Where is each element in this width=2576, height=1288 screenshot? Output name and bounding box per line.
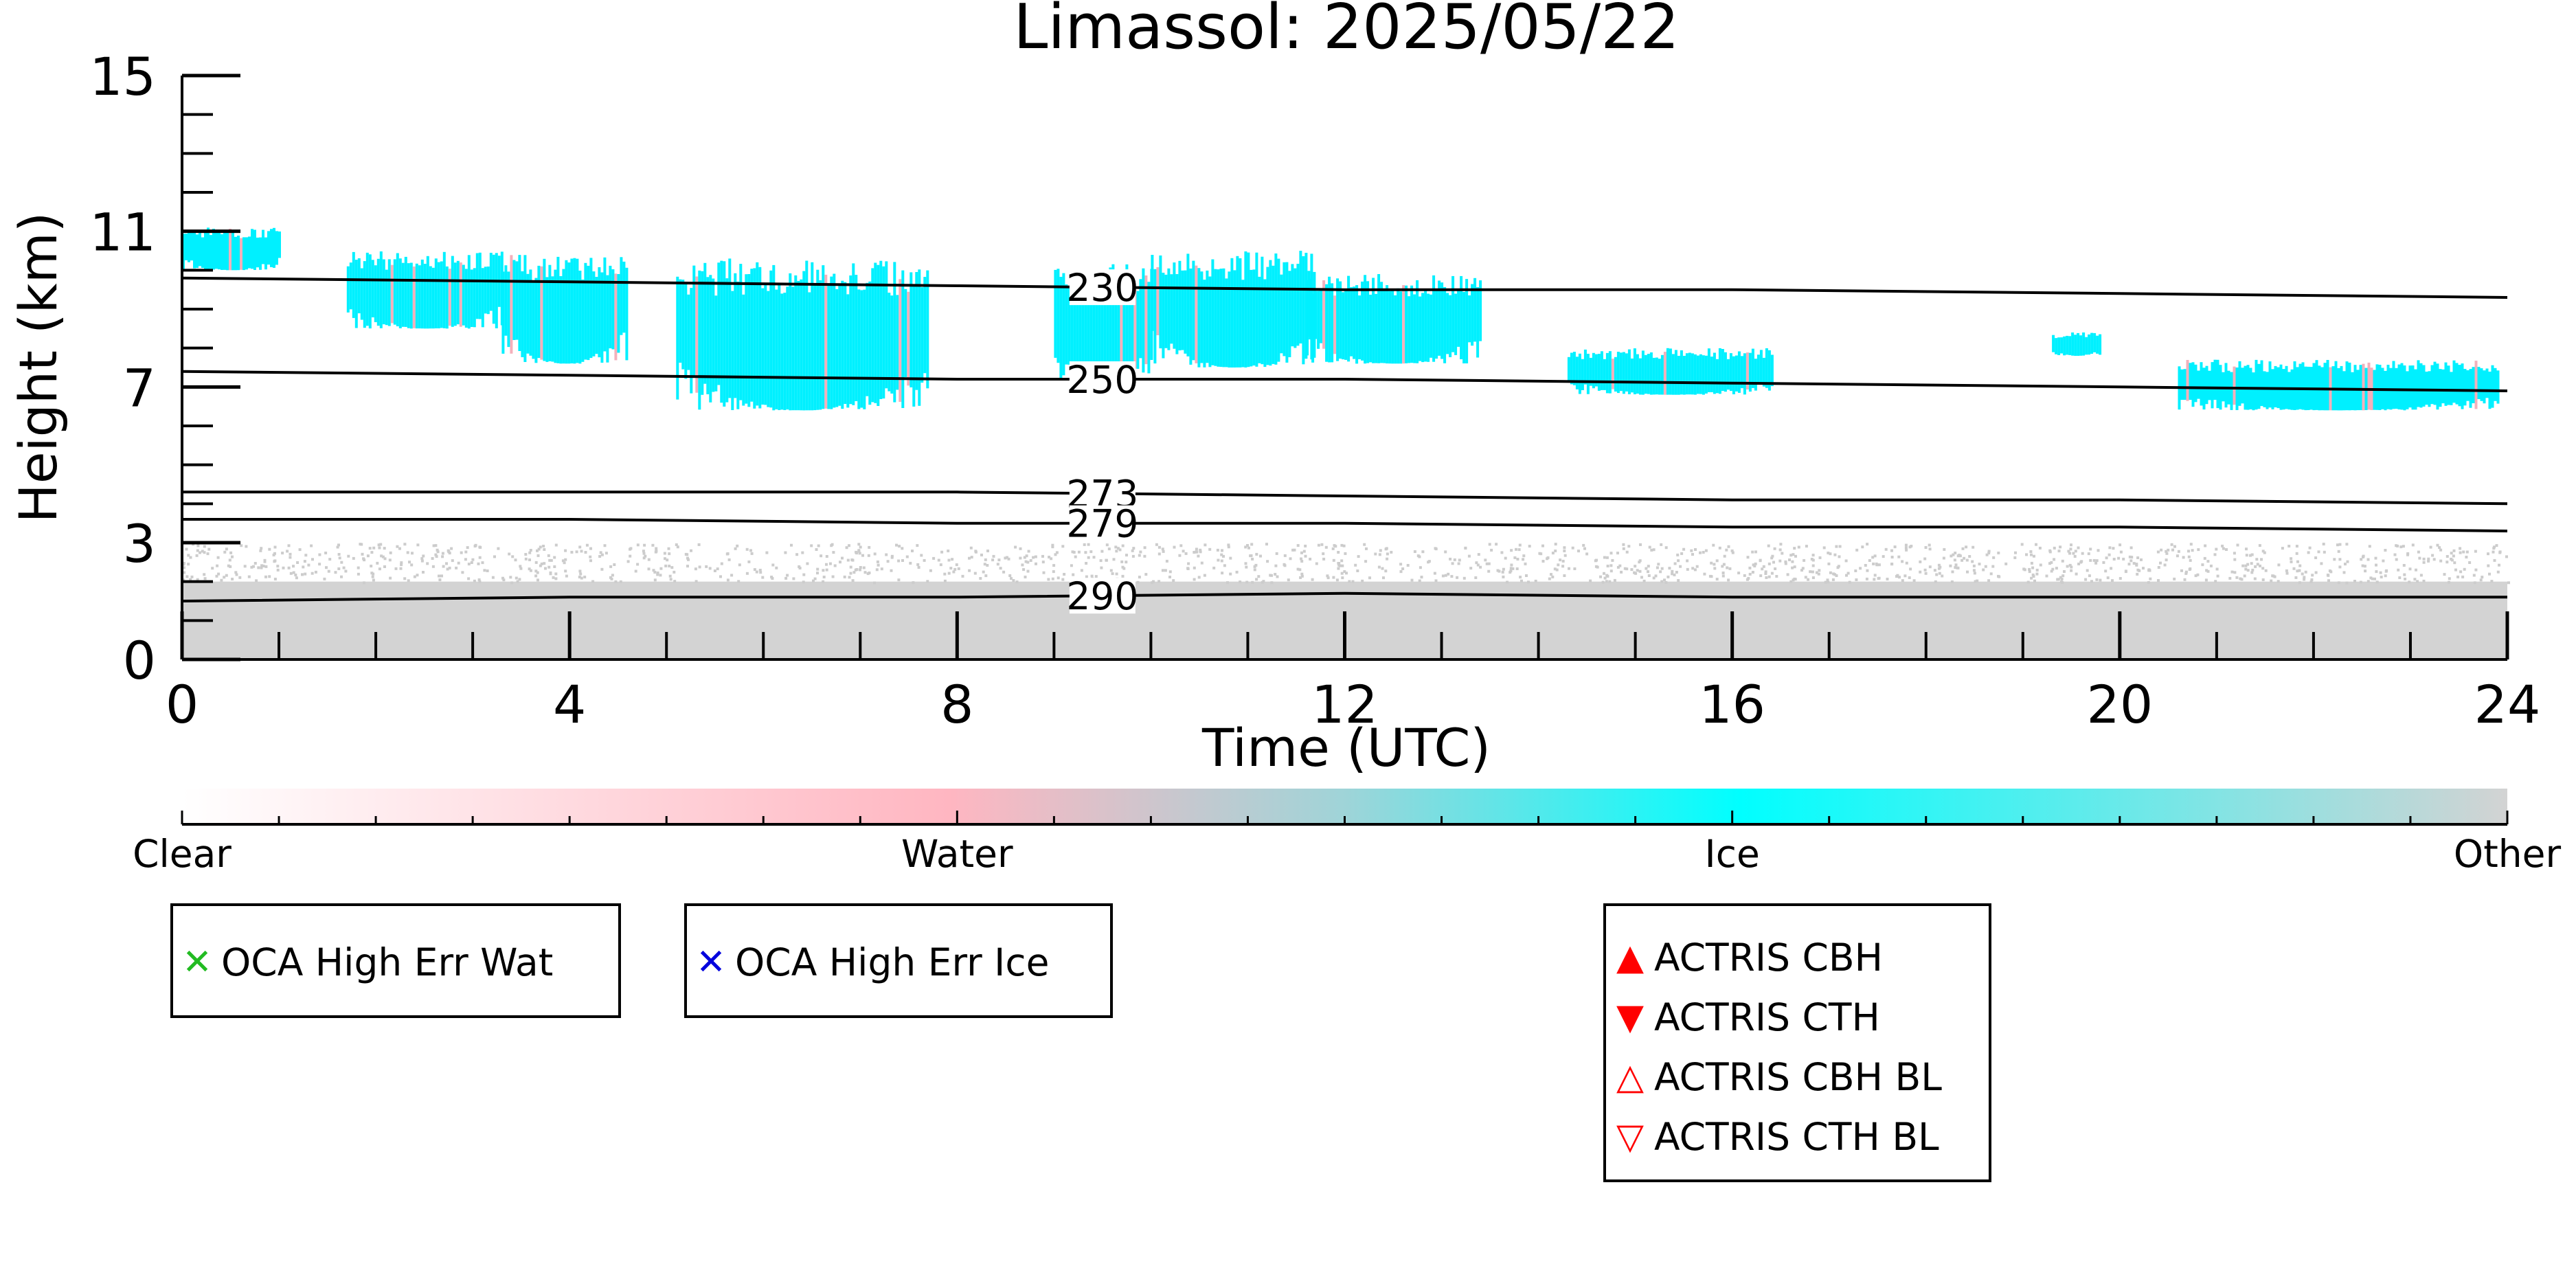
- ice-cloud-3: [676, 258, 929, 411]
- isotherm-line-230: [181, 276, 2508, 299]
- y-tick-label: 15: [89, 46, 156, 107]
- legend-label: ACTRIS CBH BL: [1654, 1055, 1942, 1099]
- isotherm-line-279: [182, 518, 2508, 532]
- legend-oca-water: ✕ OCA High Err Wat: [170, 903, 621, 1018]
- x-tick-label: 12: [1311, 674, 1378, 735]
- x-tick-label: 8: [940, 674, 973, 735]
- ice-cloud-2: [501, 255, 629, 364]
- colorbar-label: Clear: [133, 832, 231, 876]
- x-axis-label: Time (UTC): [1201, 717, 1491, 778]
- legend-label: OCA High Err Wat: [221, 940, 554, 984]
- legend-label: ACTRIS CBH: [1654, 936, 1883, 980]
- triangle-down-icon: ▼: [1616, 997, 1644, 1038]
- legend-actris: ▲ ACTRIS CBH ▼ ACTRIS CTH △ ACTRIS CBH B…: [1603, 903, 1991, 1182]
- cross-icon: ✕: [182, 942, 212, 983]
- ice-cloud-1: [346, 251, 504, 329]
- ice-cloud-7: [1567, 348, 1774, 395]
- ice-cloud-9: [2178, 359, 2500, 411]
- x-tick-label: 4: [553, 674, 586, 735]
- cross-icon: ✕: [696, 942, 726, 983]
- colorbar-label: Other: [2454, 832, 2562, 876]
- isotherm-label: 279: [1066, 502, 1138, 546]
- triangle-up-outline-icon: △: [1616, 1057, 1644, 1098]
- x-tick-label: 0: [166, 674, 199, 735]
- colorbar-label: Ice: [1705, 832, 1760, 876]
- ice-cloud-5: [1151, 251, 1316, 368]
- colorbar-label: Water: [901, 832, 1013, 876]
- isotherm-line-273: [182, 490, 2508, 506]
- legend-label: OCA High Err Ice: [735, 940, 1050, 984]
- y-axis-label: Height (km): [8, 212, 69, 523]
- y-tick-label: 7: [123, 357, 156, 418]
- y-tick-label: 11: [89, 202, 156, 263]
- isotherm-label: 230: [1066, 266, 1138, 310]
- other-layer-speckle: [182, 543, 2510, 585]
- ice-cloud-0: [182, 227, 281, 271]
- isotherm-line-290: [181, 591, 2507, 602]
- isotherm-label: 290: [1066, 574, 1138, 618]
- ice-cloud-4: [1054, 264, 1153, 379]
- triangle-down-outline-icon: ▽: [1616, 1116, 1644, 1157]
- ice-cloud-8: [2052, 332, 2102, 356]
- ice-cloud-6: [1306, 274, 1482, 364]
- x-tick-label: 16: [1699, 674, 1765, 735]
- y-tick-label: 3: [123, 513, 156, 574]
- x-tick-label: 24: [2474, 674, 2541, 735]
- legend-label: ACTRIS CTH BL: [1654, 1115, 1939, 1159]
- isotherm-line-250: [181, 370, 2508, 392]
- legend-oca-ice: ✕ OCA High Err Ice: [684, 903, 1113, 1018]
- y-tick-label: 0: [123, 630, 156, 691]
- isotherm-label: 250: [1066, 358, 1138, 402]
- chart-title: Limassol: 2025/05/22: [1013, 0, 1679, 63]
- x-tick-label: 20: [2086, 674, 2153, 735]
- legend-label: ACTRIS CTH: [1654, 995, 1880, 1039]
- triangle-up-icon: ▲: [1616, 937, 1644, 978]
